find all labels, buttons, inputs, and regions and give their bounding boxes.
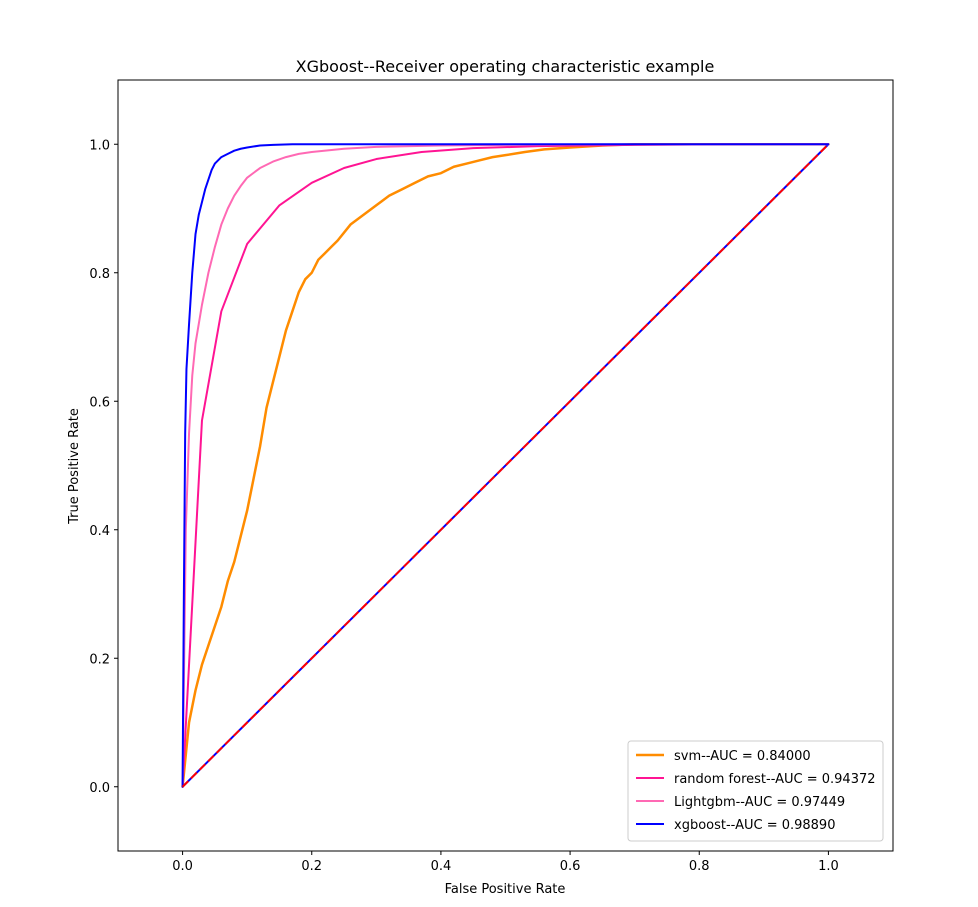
series-line-4 — [181, 143, 830, 788]
x-tick-label: 0.6 — [560, 859, 581, 874]
legend-label-2: random forest--AUC = 0.94372 — [674, 772, 876, 787]
series-line-1 — [181, 143, 830, 788]
y-tick-label: 0.4 — [89, 524, 110, 539]
legend: svm--AUC = 0.84000 random forest--AUC = 0… — [627, 740, 884, 842]
series-line-3 — [181, 143, 830, 788]
legend-box — [627, 740, 884, 842]
y-tick-label: 0.8 — [89, 267, 110, 282]
x-axis-label: False Positive Rate — [445, 882, 566, 897]
y-tick-label: 0.2 — [89, 652, 110, 667]
legend-label-4: xgboost--AUC = 0.98890 — [674, 818, 835, 833]
x-tick-label: 0.4 — [431, 859, 452, 874]
x-tick-label: 1.0 — [818, 859, 839, 874]
y-axis-label: True Positive Rate — [67, 408, 82, 525]
chart-title: XGboost--Receiver operating characterist… — [296, 57, 715, 76]
y-tick-label: 0.0 — [89, 781, 110, 796]
plot-lines — [181, 143, 830, 788]
reference-line — [181, 143, 830, 788]
legend-label-1: svm--AUC = 0.84000 — [674, 749, 811, 764]
y-tick-label: 0.6 — [89, 395, 110, 410]
plot-frame — [117, 79, 894, 852]
x-tick-label: 0.0 — [172, 859, 193, 874]
x-tick-label: 0.8 — [689, 859, 710, 874]
x-tick-label: 0.2 — [301, 859, 322, 874]
y-tick-label: 1.0 — [89, 138, 110, 153]
legend-label-3: Lightgbm--AUC = 0.97449 — [674, 795, 845, 810]
